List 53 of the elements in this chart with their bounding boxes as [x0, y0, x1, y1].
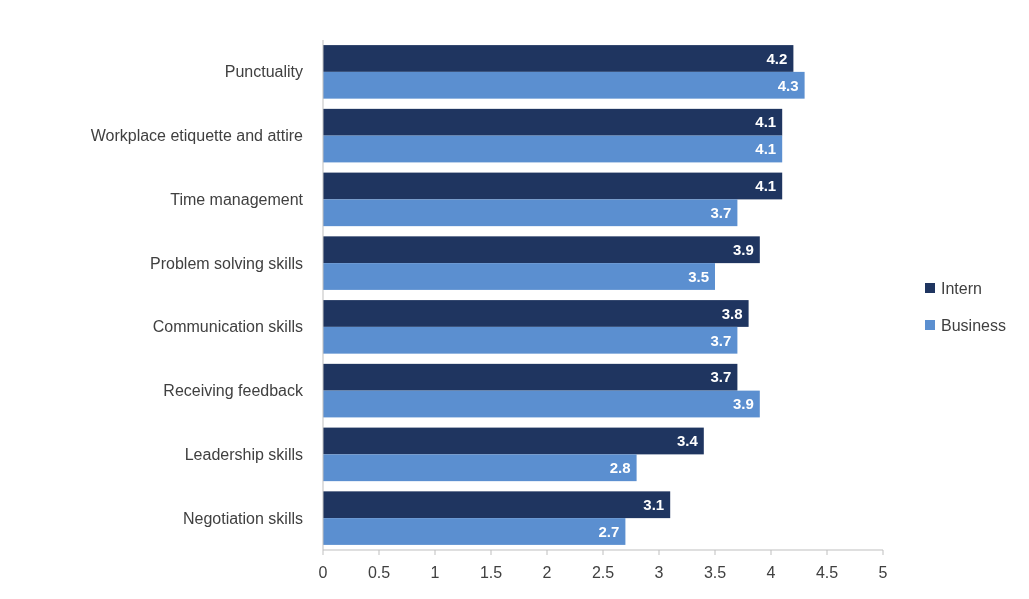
bar: [323, 236, 760, 264]
data-label: 3.8: [721, 304, 743, 322]
x-tick-label: 1.5: [479, 564, 503, 581]
y-tick-label: Communication skills: [152, 318, 303, 336]
x-tick-label: 4.5: [815, 564, 839, 581]
bar: [323, 199, 738, 227]
bar: [323, 108, 783, 136]
bar: [323, 454, 637, 482]
x-tick-label: 2.5: [591, 564, 615, 581]
x-tick-label: 3.5: [703, 564, 727, 581]
data-label: 3.4: [676, 432, 699, 450]
y-tick-label: Time management: [170, 190, 304, 208]
bar: [323, 326, 738, 354]
bar: [323, 518, 626, 545]
x-tick-label: 0.5: [367, 564, 391, 581]
y-tick-label: Problem solving skills: [150, 254, 303, 272]
data-label: 2.7: [598, 522, 620, 540]
bar: [323, 427, 704, 455]
bar: [323, 71, 805, 99]
data-label: 3.5: [688, 267, 709, 285]
bar: [323, 172, 783, 200]
data-label: 3.7: [710, 331, 732, 349]
bar: [323, 263, 715, 290]
y-tick-label: Negotiation skills: [182, 509, 303, 527]
bar: [323, 45, 794, 72]
bar: [323, 491, 671, 519]
data-label: 3.7: [710, 368, 732, 386]
y-tick-label: Leadership skills: [184, 445, 303, 463]
data-label: 4.1: [755, 140, 777, 158]
legend-label: Business: [941, 316, 1006, 334]
x-tick-label: 4: [766, 564, 776, 581]
x-tick-label: 5: [878, 564, 888, 581]
data-label: 4.3: [777, 76, 799, 94]
data-label: 4.1: [755, 113, 777, 131]
data-label: 3.7: [710, 204, 732, 222]
data-label: 2.8: [609, 459, 631, 477]
x-tick-label: 1: [430, 564, 440, 581]
legend-label: Intern: [941, 279, 982, 297]
bar: [323, 390, 760, 418]
data-label: 3.9: [732, 395, 754, 413]
bar: [323, 363, 738, 391]
x-tick-label: 2: [542, 564, 552, 581]
y-tick-label: Workplace etiquette and attire: [90, 127, 304, 145]
y-tick-label: Punctuality: [224, 63, 303, 81]
bar: [323, 300, 749, 327]
data-label: 4.2: [766, 49, 788, 67]
data-label: 3.1: [643, 495, 665, 513]
data-label: 4.1: [755, 177, 777, 195]
bar: [323, 135, 783, 163]
x-tick-label: 3: [654, 564, 664, 581]
y-tick-label: Receiving feedback: [163, 382, 304, 400]
data-label: 3.9: [732, 240, 754, 258]
x-tick-label: 0: [318, 564, 328, 581]
